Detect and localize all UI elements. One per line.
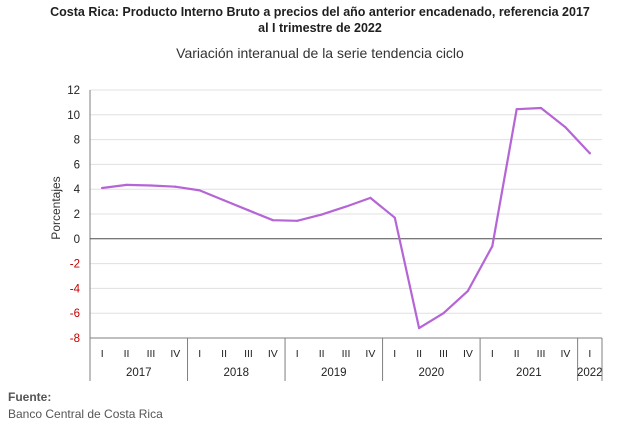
x-tick-label: III — [342, 348, 351, 360]
x-tick-label: II — [319, 348, 325, 360]
x-tick-label: II — [124, 348, 130, 360]
year-label: 2019 — [321, 367, 347, 379]
x-tick-label: I — [296, 348, 299, 360]
y-tick-label: -6 — [70, 308, 80, 320]
y-tick-label: 4 — [74, 184, 81, 196]
y-tick-label: 6 — [74, 159, 80, 171]
data-point — [418, 326, 421, 330]
series-line — [101, 106, 591, 330]
year-label: 2020 — [419, 367, 445, 379]
y-tick-label: 12 — [67, 85, 80, 97]
data-point — [149, 184, 153, 187]
data-point — [101, 186, 104, 190]
chart-title-line-2: al I trimestre de 2022 — [258, 21, 382, 35]
data-point — [271, 219, 274, 222]
data-point — [515, 108, 518, 111]
data-point — [564, 126, 567, 129]
data-point — [539, 106, 543, 110]
x-tick-label: I — [588, 348, 591, 360]
source-value: Banco Central de Costa Rica — [8, 407, 163, 421]
data-point — [247, 209, 250, 212]
chart-subtitle: Variación interanual de la serie tendenc… — [176, 45, 464, 61]
y-tick-label: -8 — [70, 333, 80, 345]
x-tick-label: I — [198, 348, 201, 360]
data-point — [393, 216, 396, 219]
data-point — [344, 205, 348, 208]
source-note: Fuente: Banco Central de Costa Rica — [8, 390, 163, 423]
data-point — [198, 189, 201, 192]
year-label: 2017 — [126, 367, 152, 379]
x-tick-label: II — [416, 348, 422, 360]
data-point — [125, 183, 128, 186]
x-tick-label: IV — [268, 348, 278, 360]
x-tick-label: IV — [365, 348, 375, 360]
year-label: 2018 — [223, 367, 249, 379]
x-tick-label: II — [514, 348, 520, 360]
y-axis-label: Porcentajes — [49, 176, 63, 239]
data-point — [296, 219, 299, 222]
x-tick-label: III — [537, 348, 546, 360]
year-label: 2022 — [577, 367, 603, 379]
y-tick-label: 10 — [67, 110, 80, 122]
y-tick-label: -2 — [70, 259, 80, 271]
x-tick-label: I — [393, 348, 396, 360]
year-label: 2021 — [516, 367, 542, 379]
data-point — [320, 213, 323, 216]
data-point — [369, 196, 372, 199]
x-tick-label: II — [221, 348, 227, 360]
x-tick-label: III — [244, 348, 253, 360]
y-tick-label: -4 — [70, 283, 81, 295]
data-point — [466, 289, 470, 292]
x-tick-label: IV — [560, 348, 570, 360]
data-point — [174, 185, 177, 188]
data-point — [442, 312, 445, 315]
chart-title-line-1: Costa Rica: Producto Interno Bruto a pre… — [50, 5, 590, 19]
y-tick-label: 8 — [74, 135, 80, 147]
y-tick-label: 0 — [74, 234, 80, 246]
x-tick-label: I — [491, 348, 494, 360]
x-tick-label: IV — [463, 348, 473, 360]
data-point — [588, 152, 591, 155]
x-tick-label: III — [147, 348, 156, 360]
x-tick-label: IV — [170, 348, 180, 360]
x-tick-label: I — [101, 348, 104, 360]
source-label: Fuente: — [8, 390, 52, 404]
data-point — [222, 199, 226, 202]
data-point — [491, 245, 494, 248]
chart-title: Costa Rica: Producto Interno Bruto a pre… — [0, 4, 640, 36]
x-tick-label: III — [439, 348, 448, 360]
y-tick-label: 2 — [74, 209, 80, 221]
